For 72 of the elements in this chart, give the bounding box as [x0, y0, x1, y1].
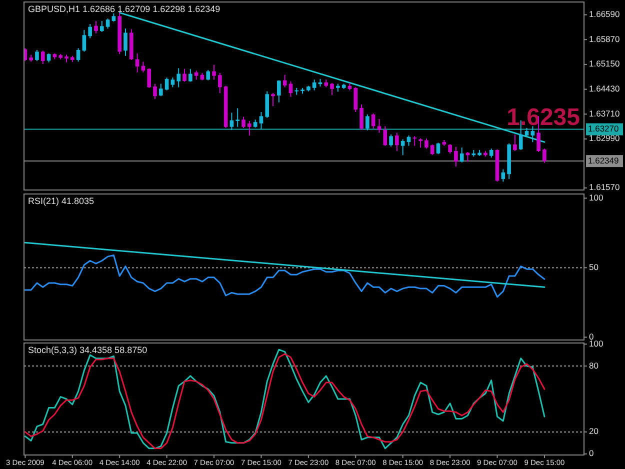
line-series: [24, 254, 546, 298]
candlestick: [76, 48, 80, 62]
y-tick-label: 50: [589, 262, 599, 272]
candlestick: [153, 83, 157, 100]
candlestick: [412, 136, 417, 146]
candlestick: [460, 147, 464, 163]
y-tick-label: 20: [589, 426, 599, 436]
candlestick: [530, 126, 535, 143]
chart-title: Stoch(5,3,3) 34.4358 58.8750: [28, 345, 148, 355]
candlestick: [436, 142, 440, 155]
candlestick: [389, 134, 393, 148]
candlestick: [366, 114, 370, 131]
candlestick: [176, 68, 181, 88]
candlestick: [430, 144, 434, 156]
y-tick-label: 1.65150: [589, 58, 620, 69]
candlestick: [354, 86, 358, 113]
candlestick: [158, 83, 163, 97]
candlestick: [94, 20, 98, 34]
chart-title: RSI(21) 41.8035: [28, 196, 94, 206]
candlestick: [501, 168, 506, 182]
candlestick: [418, 138, 422, 148]
y-tick-label: 80: [589, 360, 599, 370]
candlestick: [371, 112, 376, 130]
candlestick: [277, 80, 281, 103]
candlestick: [218, 72, 222, 94]
candlestick: [542, 148, 546, 164]
y-tick-label: 0: [589, 331, 594, 342]
candlestick: [188, 68, 192, 82]
ref-line-label: 1.62349: [588, 155, 619, 166]
candlestick: [377, 118, 382, 134]
candlestick: [212, 64, 216, 80]
candlestick: [259, 112, 264, 130]
candlestick: [124, 28, 128, 56]
candlestick: [147, 68, 152, 88]
candlestick: [395, 132, 399, 152]
y-tick-label: 100: [589, 192, 604, 202]
candlestick: [82, 29, 86, 52]
candlestick: [206, 69, 210, 81]
annotation: 1.6235: [506, 104, 580, 131]
candlestick: [383, 126, 388, 146]
candlestick: [448, 144, 452, 154]
candlestick: [265, 90, 270, 118]
y-tick-label: 1.63710: [589, 108, 620, 118]
candlestick: [242, 116, 246, 128]
candlestick: [236, 108, 240, 128]
candlestick: [454, 146, 458, 168]
candlestick: [230, 112, 234, 130]
candlestick: [35, 49, 39, 62]
candlestick: [248, 120, 252, 136]
y-tick-label: 0: [589, 448, 594, 458]
candlestick: [424, 138, 428, 150]
y-tick-label: 1.65870: [589, 34, 620, 44]
candlestick: [513, 134, 517, 152]
candlestick: [466, 152, 470, 162]
y-tick-label: 1.66590: [589, 9, 620, 20]
candlestick: [164, 77, 169, 91]
y-tick-label: 1.62990: [589, 133, 620, 144]
candlestick: [170, 77, 175, 88]
candlestick: [271, 92, 275, 107]
candlestick: [40, 50, 45, 65]
candlestick: [330, 82, 334, 96]
candlestick: [360, 104, 364, 130]
ref-line-label: 1.63270: [588, 124, 619, 134]
y-tick-label: 1.61570: [589, 182, 620, 192]
candlestick: [400, 138, 405, 156]
y-tick-label: 1.64430: [589, 84, 620, 94]
chart-title: GBPUSD,H1 1.62686 1.62709 1.62298 1.62349: [28, 4, 220, 14]
candlestick: [182, 68, 186, 82]
candlestick: [106, 18, 110, 30]
candlestick: [88, 24, 92, 39]
candlestick: [312, 79, 316, 91]
candlestick: [100, 20, 104, 33]
